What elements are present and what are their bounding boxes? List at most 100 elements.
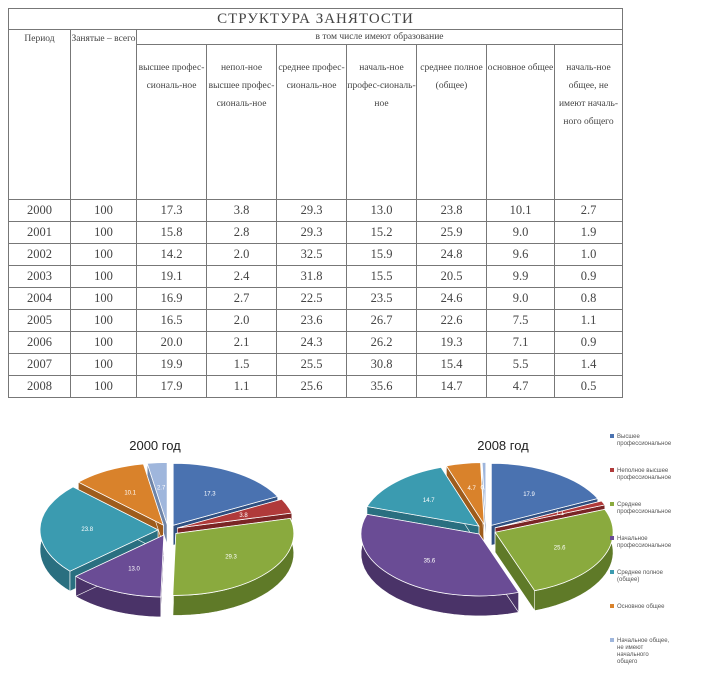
value-cell: 25.9 [416, 221, 487, 244]
pie-slice [494, 508, 614, 612]
value-cell: 1.0 [554, 243, 623, 266]
value-cell: 15.8 [136, 221, 207, 244]
value-cell: 23.6 [276, 309, 347, 332]
period-cell: 2003 [8, 265, 71, 288]
subheader-secondary-complete: среднее полное (общее) [416, 44, 487, 200]
chart-legend: Высшее профессиональное Неполное высшее про… [610, 434, 672, 665]
value-cell: 1.5 [206, 353, 277, 376]
value-cell: 16.9 [136, 287, 207, 310]
period-cell: 2002 [8, 243, 71, 266]
legend-item: Начальное общее, не имеют начального общего [617, 638, 670, 665]
slice-label: 29.3 [225, 555, 237, 561]
value-cell: 30.8 [346, 353, 417, 376]
legend-marker [610, 570, 614, 574]
slice-label: 3.8 [239, 513, 248, 519]
period-cell: 2005 [8, 309, 71, 332]
table-row: 2001 100 15.8 2.8 29.3 15.2 25.9 9.0 1.9 [8, 221, 623, 244]
slice-label: 10.1 [124, 490, 136, 496]
chart-title-2008: 2008 год [477, 438, 529, 453]
subheader-primary-general: началь-ное общее, не имеют началь-ного о… [554, 44, 623, 200]
value-cell: 19.9 [136, 353, 207, 376]
table-row: 2002 100 14.2 2.0 32.5 15.9 24.8 9.6 1.0 [8, 243, 623, 266]
value-cell: 0.5 [554, 375, 623, 398]
value-cell: 20.5 [416, 265, 487, 288]
legend-item: Неполное высшее профессиональное [617, 468, 672, 481]
value-cell: 9.6 [486, 243, 555, 266]
subheader-incomplete-higher: непол-ное высшее профес-сиональ-ное [206, 44, 277, 200]
value-cell: 4.7 [486, 375, 555, 398]
legend-marker [610, 536, 614, 540]
value-cell: 19.1 [136, 265, 207, 288]
period-cell: 2001 [8, 221, 71, 244]
value-cell: 19.3 [416, 331, 487, 354]
period-cell: 2004 [8, 287, 71, 310]
value-cell: 29.3 [276, 221, 347, 244]
pie-slice [360, 513, 520, 617]
subheader-basic-general: основное общее [486, 44, 555, 200]
value-cell: 23.8 [416, 199, 487, 222]
legend-item: Высшее профессиональное [617, 434, 672, 447]
total-cell: 100 [70, 309, 137, 332]
period-cell: 2008 [8, 375, 71, 398]
value-cell: 32.5 [276, 243, 347, 266]
value-cell: 17.9 [136, 375, 207, 398]
slice-label: 23.8 [81, 527, 93, 533]
slice-label: 2.7 [157, 485, 166, 491]
value-cell: 5.5 [486, 353, 555, 376]
value-cell: 7.5 [486, 309, 555, 332]
value-cell: 9.0 [486, 287, 555, 310]
value-cell: 14.7 [416, 375, 487, 398]
value-cell: 15.5 [346, 265, 417, 288]
chart-title-2000: 2000 год [129, 438, 181, 453]
slice-label: 4.7 [467, 486, 476, 492]
value-cell: 24.8 [416, 243, 487, 266]
total-cell: 100 [70, 265, 137, 288]
value-cell: 2.0 [206, 309, 277, 332]
value-cell: 1.4 [554, 353, 623, 376]
period-cell: 2006 [8, 331, 71, 354]
value-cell: 31.8 [276, 265, 347, 288]
value-cell: 2.7 [554, 199, 623, 222]
value-cell: 14.2 [136, 243, 207, 266]
total-cell: 100 [70, 199, 137, 222]
table-row: 2003 100 19.1 2.4 31.8 15.5 20.5 9.9 0.9 [8, 265, 623, 288]
value-cell: 1.1 [554, 309, 623, 332]
table-row: 2005 100 16.5 2.0 23.6 26.7 22.6 7.5 1.1 [8, 309, 623, 332]
value-cell: 10.1 [486, 199, 555, 222]
legend-marker [610, 502, 614, 506]
value-cell: 9.9 [486, 265, 555, 288]
value-cell: 2.1 [206, 331, 277, 354]
slice-label: 14.7 [423, 498, 435, 504]
value-cell: 2.0 [206, 243, 277, 266]
total-cell: 100 [70, 375, 137, 398]
value-cell: 9.0 [486, 221, 555, 244]
value-cell: 1.1 [206, 375, 277, 398]
value-cell: 15.2 [346, 221, 417, 244]
value-cell: 23.5 [346, 287, 417, 310]
value-cell: 2.4 [206, 265, 277, 288]
table-row: 2000 100 17.3 3.8 29.3 13.0 23.8 10.1 2.7 [8, 199, 623, 222]
value-cell: 24.6 [416, 287, 487, 310]
legend-item: Среднее полное (общее) [617, 570, 664, 583]
slice-label: 1.1 [556, 511, 565, 517]
legend-item: Среднее профессиональное [617, 502, 672, 515]
value-cell: 0.8 [554, 287, 623, 310]
period-header: Период [8, 29, 71, 200]
value-cell: 26.2 [346, 331, 417, 354]
slice-label: 35.6 [424, 558, 436, 564]
slice-label: 17.9 [523, 492, 535, 498]
pie-2000: 17.3 3.8 29.3 13.0 23.8 10.1 2.7 [39, 462, 295, 618]
employment-structure-table: СТРУКТУРА ЗАНЯТОСТИ Период Занятые – все… [8, 8, 623, 398]
slice-label: 25.6 [554, 546, 566, 552]
value-cell: 2.7 [206, 287, 277, 310]
value-cell: 0.9 [554, 265, 623, 288]
value-cell: 24.3 [276, 331, 347, 354]
legend-marker [610, 604, 614, 608]
pie-slice [172, 517, 295, 616]
value-cell: 26.7 [346, 309, 417, 332]
total-cell: 100 [70, 287, 137, 310]
slice-label: 17.3 [204, 491, 216, 497]
employed-header: Занятые – всего [70, 29, 137, 200]
value-cell: 25.5 [276, 353, 347, 376]
value-cell: 0.9 [554, 331, 623, 354]
